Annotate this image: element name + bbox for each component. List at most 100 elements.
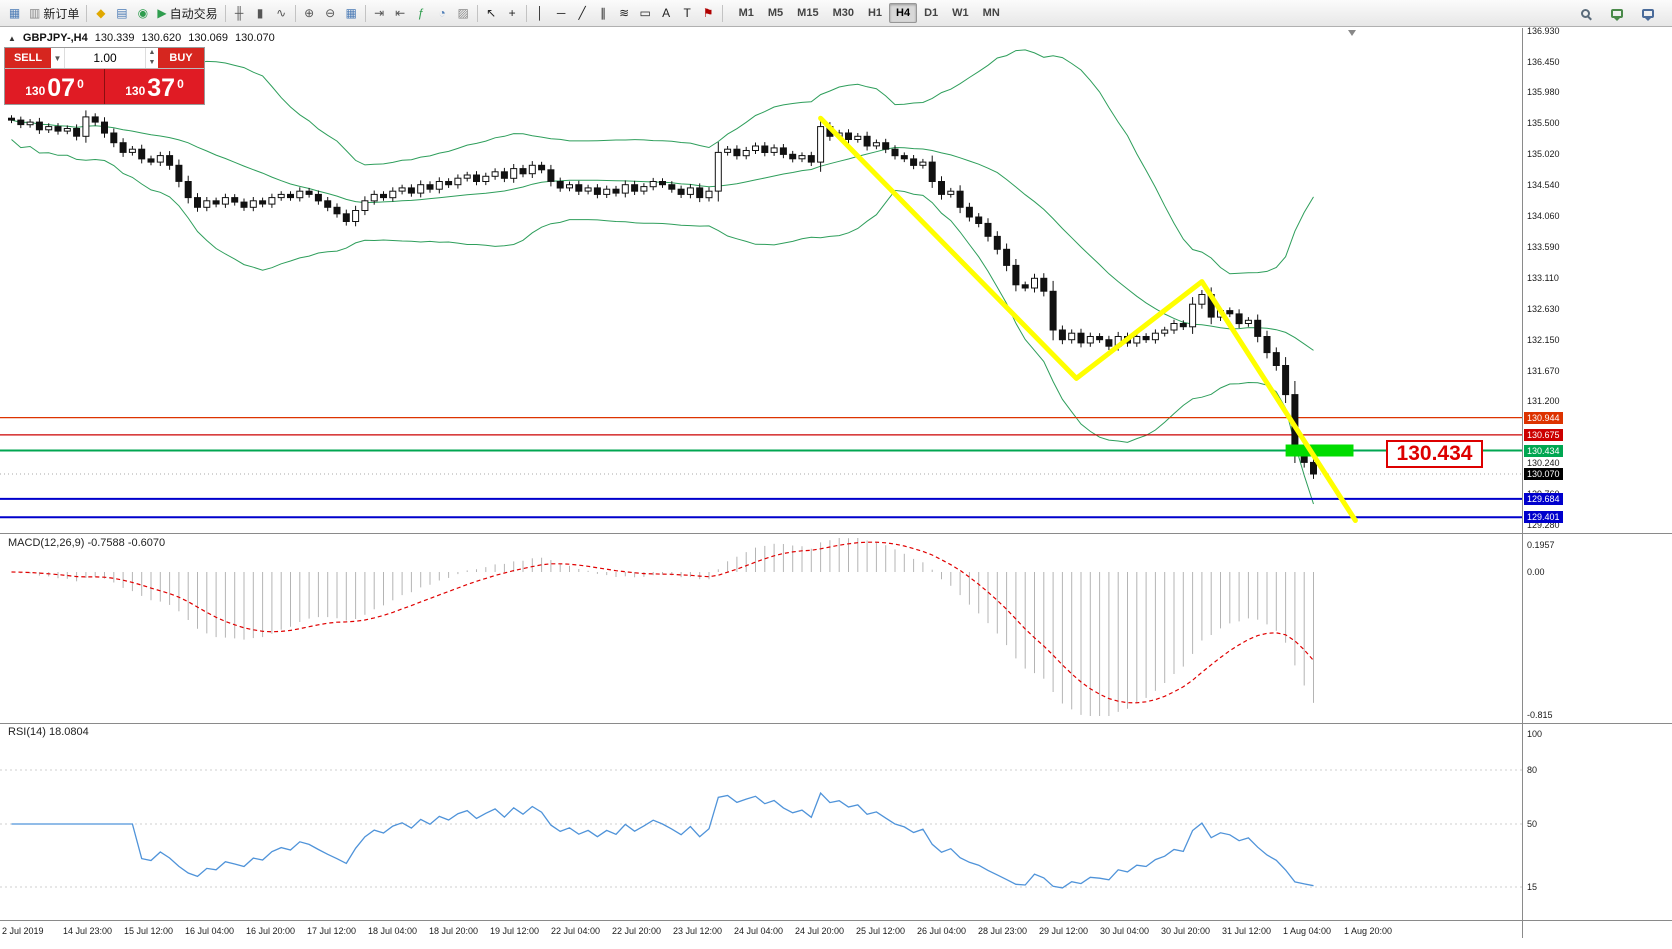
bar-chart-button[interactable]: ╫ — [229, 2, 250, 24]
vertical-line-button[interactable]: │ — [530, 2, 551, 24]
timeframe-m5[interactable]: M5 — [767, 7, 784, 19]
time-axis-label: 19 Jul 12:00 — [490, 926, 540, 936]
text-button[interactable]: A — [656, 2, 677, 24]
timeframe-w1[interactable]: W1 — [952, 7, 969, 19]
ohlc-high: 130.620 — [141, 32, 182, 44]
line-chart-icon: ∿ — [276, 6, 287, 20]
sell-button[interactable]: SELL — [5, 48, 51, 68]
time-axis-label: 29 Jul 12:00 — [1039, 926, 1089, 936]
volume-increase-button[interactable]: ▲ — [148, 49, 156, 56]
new-order-button[interactable]: ▥ 新订单 — [25, 2, 83, 24]
buy-button[interactable]: BUY — [158, 48, 204, 68]
tile-windows-button[interactable]: ▦ — [341, 2, 362, 24]
new-order-button-label: 新订单 — [43, 6, 80, 21]
candle-chart-button[interactable]: ▮ — [250, 2, 271, 24]
price-axis-label: 133.590 — [1527, 241, 1560, 252]
trend-zigzag-line[interactable] — [818, 115, 1358, 523]
cursor-button[interactable]: ↖ — [481, 2, 502, 24]
price-axis-badge: 129.401 — [1524, 511, 1563, 524]
new-order-icon: ▥ — [29, 6, 41, 20]
price-axis-label: 135.500 — [1527, 118, 1560, 129]
line-chart-button[interactable]: ∿ — [271, 2, 292, 24]
volume-input[interactable] — [65, 48, 145, 68]
timeframe-h4[interactable]: H4 — [889, 3, 918, 23]
price-axis-label: 132.150 — [1527, 334, 1560, 345]
autotrade-button[interactable]: ▶ 自动交易 — [153, 2, 221, 24]
time-axis-label: 28 Jul 23:00 — [978, 926, 1028, 936]
chart-shift-button[interactable]: ⇤ — [390, 2, 411, 24]
chevron-down-icon: ▼ — [53, 53, 62, 63]
horizontal-line-button[interactable]: ─ — [551, 2, 572, 24]
price-annotation-label[interactable]: 130.434 — [1386, 440, 1483, 468]
time-axis-label: 16 Jul 20:00 — [246, 926, 296, 936]
buy-price-main: 37 — [147, 74, 176, 102]
app-menu-button[interactable]: ▦ — [4, 2, 25, 24]
zoom-in-button[interactable]: ⊕ — [299, 2, 320, 24]
volume-dropdown-button[interactable]: ▼ — [51, 48, 65, 68]
timeframe-m1[interactable]: M1 — [738, 7, 754, 19]
toolbar-separator — [224, 4, 226, 22]
market-watch-icon: ◆ — [96, 6, 106, 20]
price-axis-label: 132.630 — [1527, 303, 1560, 314]
shapes-button[interactable]: ▭ — [635, 2, 656, 24]
data-window-button[interactable]: ▤ — [111, 2, 132, 24]
sell-price-pipette: 0 — [77, 77, 84, 91]
chart-ohlc-header: ▲ GBPJPY-,H4 130.339 130.620 130.069 130… — [8, 32, 275, 44]
volume-decrease-button[interactable]: ▼ — [148, 59, 156, 66]
timeframe-m30[interactable]: M30 — [832, 7, 854, 19]
chat-button[interactable] — [1606, 2, 1627, 24]
horizontal-line-icon: ─ — [556, 6, 566, 20]
macd-scale-label: 0.1957 — [1527, 540, 1555, 550]
templates-button[interactable]: ▨ — [453, 2, 474, 24]
chart-shift-marker[interactable] — [1348, 30, 1356, 36]
indicators-button[interactable]: ƒ — [411, 2, 432, 24]
text-icon: A — [662, 6, 671, 20]
ohlc-close: 130.070 — [235, 32, 275, 44]
shapes-icon: ▭ — [639, 6, 651, 20]
timeframe-m15[interactable]: M15 — [797, 7, 819, 19]
price-axis-label: 131.200 — [1527, 396, 1560, 407]
trendline-button[interactable]: ╱ — [572, 2, 593, 24]
time-axis-label: 18 Jul 04:00 — [368, 926, 418, 936]
zoom-out-button[interactable]: ⊖ — [320, 2, 341, 24]
time-axis[interactable]: 2 Jul 2019 14 Jul 23:00 15 Jul 12:00 16 Jul… — [0, 924, 1672, 940]
ohlc-open: 130.339 — [94, 32, 135, 44]
price-axis-label: 135.980 — [1527, 87, 1560, 98]
sell-price-button[interactable]: 130 07 0 — [5, 69, 104, 104]
timeframe-h1[interactable]: H1 — [867, 7, 883, 19]
community-button[interactable] — [1637, 2, 1658, 24]
market-watch-button[interactable]: ◆ — [90, 2, 111, 24]
time-axis-label: 14 Jul 23:00 — [63, 926, 113, 936]
buy-price-button[interactable]: 130 37 0 — [105, 69, 204, 104]
price-axis-badge: 130.070 — [1524, 468, 1563, 481]
crosshair-button[interactable]: + — [502, 2, 523, 24]
fibonacci-button[interactable]: ≋ — [614, 2, 635, 24]
time-axis-label: 1 Aug 20:00 — [1344, 926, 1393, 936]
toolbar-separator — [476, 4, 478, 22]
navigator-button[interactable]: ◉ — [132, 2, 153, 24]
chart-shift-icon: ⇤ — [395, 6, 406, 20]
arrow-objects-button[interactable]: ⚑ — [698, 2, 719, 24]
timeframe-d1[interactable]: D1 — [924, 7, 939, 19]
trendline-icon: ╱ — [578, 6, 586, 20]
highlight-zone[interactable] — [1285, 444, 1354, 457]
time-axis-label: 25 Jul 12:00 — [856, 926, 906, 936]
price-axis-badge: 130.675 — [1524, 428, 1563, 441]
chat-bubble-icon — [1641, 8, 1654, 21]
price-axis[interactable]: 136.930 136.450 135.980 135.500 135.020 134.5… — [1523, 26, 1672, 938]
search-button[interactable] — [1575, 2, 1596, 24]
bar-chart-icon: ╫ — [234, 6, 244, 20]
label-button[interactable]: T — [677, 2, 698, 24]
price-axis-label: 136.930 — [1527, 26, 1560, 36]
time-axis-label: 2 Jul 2019 — [2, 926, 44, 936]
auto-scroll-button[interactable]: ⇥ — [369, 2, 390, 24]
time-axis-label: 18 Jul 20:00 — [429, 926, 479, 936]
volume-stepper: ▲ ▼ — [145, 48, 158, 68]
channel-button[interactable]: ∥ — [593, 2, 614, 24]
time-axis-label: 1 Aug 04:00 — [1283, 926, 1332, 936]
periods-button[interactable]: ◔ — [432, 2, 453, 24]
timeframe-mn[interactable]: MN — [982, 7, 1000, 19]
macd-indicator-label: MACD(12,26,9) -0.7588 -0.6070 — [8, 537, 166, 549]
price-axis-label: 135.020 — [1527, 149, 1560, 160]
